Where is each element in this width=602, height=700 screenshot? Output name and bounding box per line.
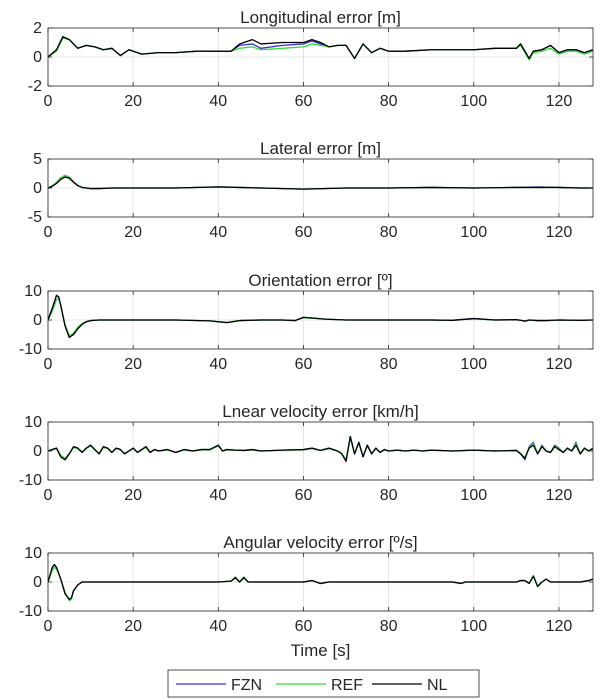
x-tick-label: 100: [460, 93, 487, 110]
y-tick-label: 5: [33, 151, 42, 168]
x-tick-label: 60: [295, 224, 313, 241]
series-line-nl: [48, 294, 593, 339]
x-tick-label: 80: [380, 487, 398, 504]
subplot-2: Lateral error [m]0 20 40 60 80 100 120-505: [28, 139, 594, 241]
x-tick-label: 0: [44, 487, 53, 504]
subplot-title: Lateral error [m]: [260, 139, 381, 158]
x-axis-label: Time [s]: [291, 641, 351, 660]
x-tick-label: 20: [124, 93, 142, 110]
x-tick-label: 40: [209, 356, 227, 373]
x-tick-label: 20: [124, 224, 142, 241]
series-line-nl: [48, 176, 593, 190]
x-tick-label: 60: [295, 356, 313, 373]
x-tick-label: 40: [209, 224, 227, 241]
series-line-nl: [48, 435, 593, 462]
y-tick-label: -5: [28, 209, 42, 226]
y-tick-label: 0: [33, 574, 42, 591]
y-tick-label: -2: [28, 78, 42, 95]
x-tick-label: 120: [546, 93, 573, 110]
x-tick-label: 80: [380, 356, 398, 373]
x-tick-label: 0: [44, 356, 53, 373]
x-tick-label: 100: [460, 356, 487, 373]
y-tick-label: 0: [33, 49, 42, 66]
y-tick-label: 2: [33, 20, 42, 37]
y-tick-label: 0: [33, 180, 42, 197]
subplot-4: Lnear velocity error [km/h]0 20 40 60 80 100 1…: [19, 402, 594, 504]
x-tick-label: 80: [380, 224, 398, 241]
x-tick-label: 100: [460, 487, 487, 504]
x-tick-label: 40: [209, 93, 227, 110]
subplot-title: Angular velocity error [º/s]: [223, 533, 417, 552]
x-tick-label: 40: [209, 618, 227, 635]
subplot-title: Orientation error [º]: [248, 271, 392, 290]
x-tick-label: 120: [546, 224, 573, 241]
y-tick-label: 0: [33, 443, 42, 460]
y-tick-label: 0: [33, 312, 42, 329]
series-line-nl: [48, 563, 593, 601]
x-tick-label: 120: [546, 487, 573, 504]
x-tick-label: 60: [295, 487, 313, 504]
legend-label-fzn: FZN: [231, 677, 262, 694]
x-tick-label: 80: [380, 93, 398, 110]
x-tick-label: 60: [295, 93, 313, 110]
x-tick-label: 20: [124, 487, 142, 504]
subplot-title: Lnear velocity error [km/h]: [222, 402, 419, 421]
subplot-1: Longitudinal error [m]0 20 40 60 80 100 120-20…: [28, 8, 594, 110]
y-tick-label: 10: [24, 545, 42, 562]
x-tick-label: 120: [546, 618, 573, 635]
x-tick-label: 100: [460, 618, 487, 635]
x-tick-label: 0: [44, 93, 53, 110]
legend: FZN REF NL: [167, 669, 480, 698]
x-tick-label: 20: [124, 356, 142, 373]
y-tick-label: 10: [24, 283, 42, 300]
y-tick-label: 10: [24, 414, 42, 431]
x-tick-label: 60: [295, 618, 313, 635]
x-tick-label: 0: [44, 224, 53, 241]
x-tick-label: 20: [124, 618, 142, 635]
y-tick-label: -10: [19, 472, 42, 489]
legend-label-ref: REF: [331, 677, 363, 694]
x-tick-label: 0: [44, 618, 53, 635]
x-tick-label: 40: [209, 487, 227, 504]
subplot-3: Orientation error [º]0 20 40 60 80 100 120-100…: [19, 271, 594, 373]
legend-label-nl: NL: [427, 677, 448, 694]
x-tick-label: 80: [380, 618, 398, 635]
series-line-nl: [48, 36, 593, 60]
subplot-title: Longitudinal error [m]: [240, 8, 401, 27]
x-tick-label: 120: [546, 356, 573, 373]
y-tick-label: -10: [19, 341, 42, 358]
y-tick-label: -10: [19, 603, 42, 620]
subplot-5: Angular velocity error [º/s]0 20 40 60 80 100…: [19, 533, 594, 660]
x-tick-label: 100: [460, 224, 487, 241]
